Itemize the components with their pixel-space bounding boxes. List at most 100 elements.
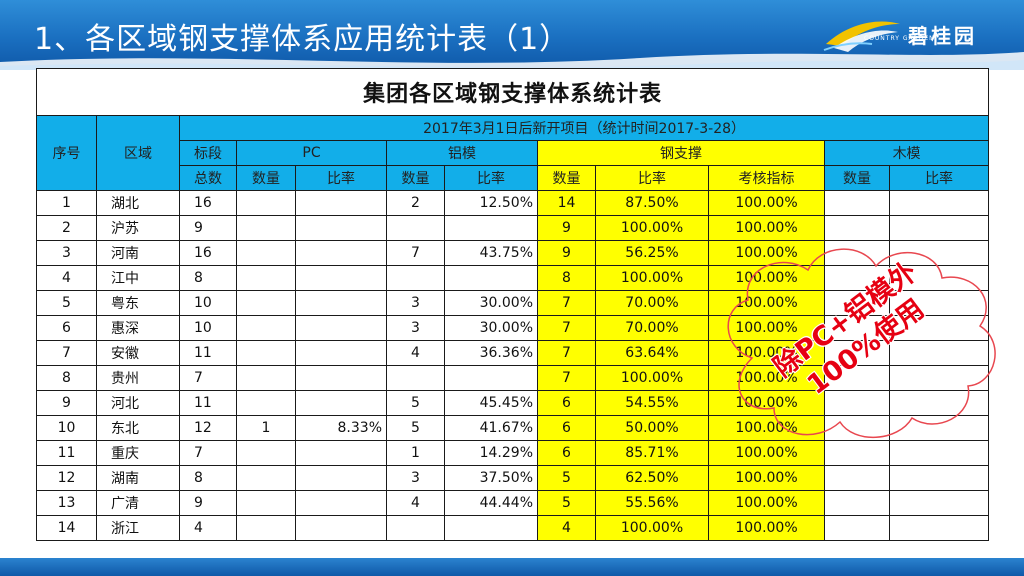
cell-region: 湖南 bbox=[96, 465, 180, 491]
header-alu-qty: 数量 bbox=[386, 165, 445, 191]
cell-alu-ratio bbox=[444, 265, 538, 291]
cell-seq: 4 bbox=[36, 265, 97, 291]
logo-subtitle: COUNTRY GARDEN bbox=[864, 35, 935, 42]
header-group-pc: PC bbox=[236, 140, 387, 166]
cell-region: 惠深 bbox=[96, 315, 180, 341]
cell-steel-ratio: 70.00% bbox=[595, 315, 709, 341]
cell-pc-qty bbox=[236, 365, 296, 391]
footer-bar bbox=[0, 558, 1024, 576]
cell-region: 河南 bbox=[96, 240, 180, 266]
cell-pc-qty bbox=[236, 440, 296, 466]
cell-wood-qty bbox=[824, 390, 890, 416]
cell-alu-ratio: 14.29% bbox=[444, 440, 538, 466]
cell-seq: 9 bbox=[36, 390, 97, 416]
header-steel-target: 考核指标 bbox=[708, 165, 825, 191]
header-region: 区域 bbox=[96, 115, 180, 191]
cell-steel-ratio: 63.64% bbox=[595, 340, 709, 366]
table-row: 10 东北 12 1 8.33% 5 41.67% 6 50.00% 100.00% bbox=[36, 415, 990, 441]
cell-total: 16 bbox=[179, 190, 237, 216]
cell-alu-ratio bbox=[444, 365, 538, 391]
cell-wood-qty bbox=[824, 365, 890, 391]
cell-pc-qty bbox=[236, 515, 296, 541]
cell-steel-target: 100.00% bbox=[708, 215, 825, 241]
cell-steel-target: 100.00% bbox=[708, 465, 825, 491]
cell-pc-ratio: 8.33% bbox=[295, 415, 387, 441]
cell-total: 9 bbox=[179, 490, 237, 516]
cell-steel-qty: 14 bbox=[537, 190, 596, 216]
cell-wood-qty bbox=[824, 240, 890, 266]
cell-alu-qty: 3 bbox=[386, 315, 445, 341]
cell-steel-target: 100.00% bbox=[708, 240, 825, 266]
cell-steel-ratio: 56.25% bbox=[595, 240, 709, 266]
cell-wood-qty bbox=[824, 465, 890, 491]
cell-alu-qty: 7 bbox=[386, 240, 445, 266]
page-title: 1、各区域钢支撑体系应用统计表（1） bbox=[34, 22, 571, 57]
cell-steel-target: 100.00% bbox=[708, 490, 825, 516]
cell-total: 10 bbox=[179, 315, 237, 341]
cell-steel-qty: 9 bbox=[537, 215, 596, 241]
cell-steel-ratio: 55.56% bbox=[595, 490, 709, 516]
cell-alu-qty bbox=[386, 215, 445, 241]
cell-wood-ratio bbox=[888, 265, 990, 291]
cell-seq: 14 bbox=[36, 515, 97, 541]
cell-alu-qty bbox=[386, 365, 445, 391]
header-pc-ratio: 比率 bbox=[295, 165, 387, 191]
cell-wood-ratio bbox=[888, 215, 990, 241]
cell-pc-ratio bbox=[295, 490, 387, 516]
cell-steel-qty: 5 bbox=[537, 490, 596, 516]
cell-pc-qty bbox=[236, 465, 296, 491]
table-row: 1 湖北 16 2 12.50% 14 87.50% 100.00% bbox=[36, 190, 990, 216]
table-title: 集团各区域钢支撑体系统计表 bbox=[35, 68, 990, 116]
cell-total: 16 bbox=[179, 240, 237, 266]
cell-region: 广清 bbox=[96, 490, 180, 516]
cell-steel-target: 100.00% bbox=[708, 515, 825, 541]
cell-pc-ratio bbox=[295, 315, 387, 341]
cell-seq: 7 bbox=[36, 340, 97, 366]
cell-pc-qty bbox=[236, 340, 296, 366]
cell-pc-qty bbox=[236, 190, 296, 216]
cell-region: 江中 bbox=[96, 265, 180, 291]
cell-steel-ratio: 85.71% bbox=[595, 440, 709, 466]
cell-steel-qty: 6 bbox=[537, 415, 596, 441]
cell-wood-qty bbox=[824, 490, 890, 516]
cell-pc-qty bbox=[236, 265, 296, 291]
cell-pc-ratio bbox=[295, 290, 387, 316]
cell-wood-qty bbox=[824, 515, 890, 541]
cell-steel-target: 100.00% bbox=[708, 290, 825, 316]
cell-seq: 2 bbox=[36, 215, 97, 241]
cell-steel-target: 100.00% bbox=[708, 415, 825, 441]
table-row: 12 湖南 8 3 37.50% 5 62.50% 100.00% bbox=[36, 465, 990, 491]
cell-steel-qty: 6 bbox=[537, 440, 596, 466]
cell-wood-ratio bbox=[888, 515, 990, 541]
cell-alu-ratio: 12.50% bbox=[444, 190, 538, 216]
cell-region: 贵州 bbox=[96, 365, 180, 391]
cloud-callout bbox=[727, 248, 996, 438]
cell-steel-ratio: 100.00% bbox=[595, 215, 709, 241]
cell-steel-ratio: 70.00% bbox=[595, 290, 709, 316]
sub-header-row: 总数 数量 比率 数量 比率 数量 比率 考核指标 数量 比率 bbox=[37, 165, 990, 191]
cell-alu-ratio: 30.00% bbox=[444, 315, 538, 341]
cell-total: 7 bbox=[179, 365, 237, 391]
cell-alu-ratio: 43.75% bbox=[444, 240, 538, 266]
cell-alu-ratio bbox=[444, 515, 538, 541]
cell-alu-qty bbox=[386, 265, 445, 291]
cell-total: 12 bbox=[179, 415, 237, 441]
table-row: 13 广清 9 4 44.44% 5 55.56% 100.00% bbox=[36, 490, 990, 516]
cell-pc-ratio bbox=[295, 240, 387, 266]
cell-alu-qty: 5 bbox=[386, 390, 445, 416]
cell-alu-ratio: 41.67% bbox=[444, 415, 538, 441]
cell-steel-target: 100.00% bbox=[708, 265, 825, 291]
cell-alu-qty: 2 bbox=[386, 190, 445, 216]
header-group-alu: 铝模 bbox=[386, 140, 538, 166]
cell-alu-ratio: 36.36% bbox=[444, 340, 538, 366]
cell-steel-ratio: 100.00% bbox=[595, 515, 709, 541]
cell-wood-qty bbox=[824, 215, 890, 241]
cell-pc-qty: 1 bbox=[236, 415, 296, 441]
cell-region: 粤东 bbox=[96, 290, 180, 316]
table-row: 14 浙江 4 4 100.00% 100.00% bbox=[36, 515, 990, 541]
cell-region: 东北 bbox=[96, 415, 180, 441]
table-row: 2 沪苏 9 9 100.00% 100.00% bbox=[36, 215, 990, 241]
cell-steel-qty: 5 bbox=[537, 465, 596, 491]
cell-total: 7 bbox=[179, 440, 237, 466]
cell-pc-ratio bbox=[295, 365, 387, 391]
